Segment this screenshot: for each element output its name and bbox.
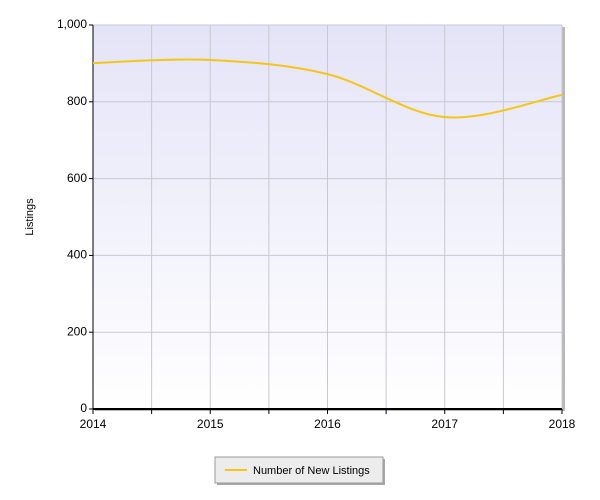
x-tick-label: 2016 — [314, 417, 341, 431]
legend-label: Number of New Listings — [253, 465, 370, 477]
y-tick-label: 200 — [67, 324, 87, 338]
x-tick-label: 2014 — [80, 417, 107, 431]
legend-box — [214, 456, 384, 484]
y-tick-label: 0 — [80, 401, 87, 415]
y-tick-label: 600 — [67, 171, 87, 185]
y-tick-label: 400 — [67, 248, 87, 262]
x-tick-label: 2015 — [197, 417, 224, 431]
x-tick-label: 2018 — [549, 417, 576, 431]
legend — [214, 456, 385, 485]
y-axis-title: Listings — [24, 198, 36, 236]
line-series — [92, 58, 563, 119]
x-tick-label: 2017 — [431, 417, 458, 431]
y-tick-label: 800 — [67, 94, 87, 108]
y-tick-label: 1,000 — [57, 17, 87, 31]
